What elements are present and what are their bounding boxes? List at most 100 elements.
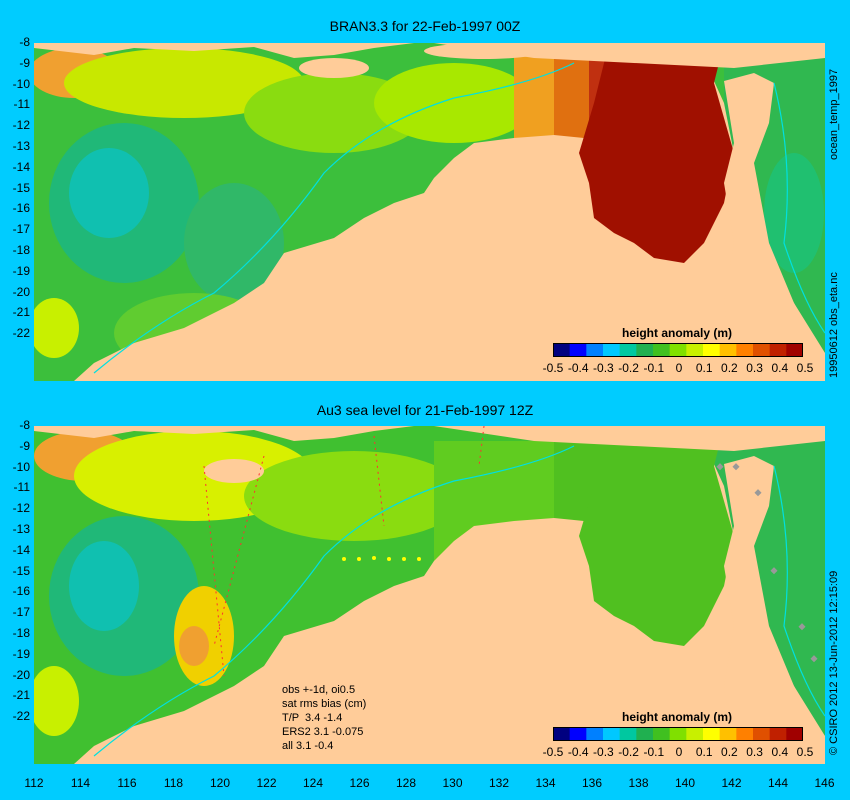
colorbar-swatch bbox=[603, 343, 621, 357]
colorbar-tick-label: 0 bbox=[675, 361, 683, 375]
lat-label: -14 bbox=[12, 542, 30, 557]
lon-label: 112 bbox=[24, 776, 44, 790]
lon-label: 122 bbox=[256, 776, 277, 790]
lat-label: -19 bbox=[12, 263, 30, 278]
colorbar-tick-label: 0.3 bbox=[746, 361, 763, 375]
colorbar-swatch bbox=[669, 727, 687, 741]
colorbar-swatch bbox=[653, 343, 671, 357]
colorbar-tick-label: 0 bbox=[675, 745, 683, 759]
lat-label: -17 bbox=[12, 222, 30, 237]
colorbar-tick-label: 0.4 bbox=[771, 745, 789, 759]
lon-label: 138 bbox=[628, 776, 649, 790]
cape-york bbox=[724, 456, 825, 764]
colorbar-swatch bbox=[569, 727, 587, 741]
colorbar-tick-label: 0.2 bbox=[721, 361, 738, 375]
lon-label: 144 bbox=[767, 776, 789, 790]
colorbar-tick-label: 0.2 bbox=[721, 745, 738, 759]
bottom-side-label: © CSIRO 2012 13-Jun-2012 12:15:09 bbox=[828, 570, 840, 755]
colorbar-swatch bbox=[586, 727, 604, 741]
colorbar-tick-label: -0.3 bbox=[593, 745, 614, 759]
lon-label: 132 bbox=[488, 776, 510, 790]
lat-label: -11 bbox=[13, 97, 30, 112]
cool-anomaly-west bbox=[69, 148, 149, 238]
lat-label: -20 bbox=[12, 667, 30, 682]
obs-points bbox=[342, 556, 421, 561]
note-line: sat rms bias (cm) bbox=[282, 698, 367, 710]
lat-label: -18 bbox=[12, 626, 30, 640]
lon-label: 128 bbox=[395, 776, 417, 790]
note-line: T/P 3.4 -1.4 bbox=[282, 712, 343, 724]
colorbar-tick-label: 0.5 bbox=[796, 361, 814, 375]
colorbar-swatch bbox=[719, 727, 737, 741]
note-line: obs +-1d, oi0.5 bbox=[282, 684, 356, 696]
shelf-contour bbox=[93, 62, 575, 374]
lon-label: 146 bbox=[814, 776, 835, 790]
lat-label: -19 bbox=[12, 646, 30, 661]
colorbar-swatch bbox=[619, 727, 637, 741]
lat-label: -11 bbox=[13, 480, 30, 495]
lat-label: -12 bbox=[12, 501, 30, 516]
top-map-title: BRAN3.3 for 22-Feb-1997 00Z bbox=[329, 18, 521, 34]
colorbar-swatch bbox=[786, 727, 803, 741]
lon-label: 118 bbox=[163, 776, 184, 790]
note-line: ERS2 3.1 -0.075 bbox=[282, 726, 364, 738]
colorbar-swatch bbox=[703, 727, 721, 741]
colorbar-swatch bbox=[669, 343, 687, 357]
lat-label: -21 bbox=[12, 305, 30, 320]
colorbar-tick-label: 0.3 bbox=[746, 745, 763, 759]
lat-label: -22 bbox=[12, 709, 30, 724]
lon-label: 120 bbox=[209, 776, 231, 790]
timor-islands bbox=[34, 426, 414, 441]
colorbar-swatch bbox=[769, 727, 787, 741]
colorbar-swatch bbox=[553, 727, 571, 741]
lat-label: -17 bbox=[12, 605, 30, 620]
colorbar-tick-label: -0.2 bbox=[618, 745, 639, 759]
timor-island bbox=[204, 459, 264, 483]
lat-label: -8 bbox=[19, 418, 30, 432]
gulf-water bbox=[579, 426, 734, 646]
colorbar-swatch bbox=[736, 727, 754, 741]
colorbar-tick-label: 0.1 bbox=[695, 361, 713, 375]
top-map bbox=[34, 43, 825, 381]
colorbar-tick-label: -0.5 bbox=[542, 745, 564, 759]
colorbar-swatch bbox=[686, 727, 704, 741]
colorbar-swatch bbox=[653, 727, 671, 741]
lat-label: -21 bbox=[12, 688, 30, 703]
bottom-map bbox=[34, 426, 825, 764]
new-guinea bbox=[434, 426, 825, 451]
colorbar-swatch bbox=[569, 343, 587, 357]
lat-label: -10 bbox=[12, 459, 30, 474]
colorbar-tick-label: 0.5 bbox=[796, 745, 814, 759]
lat-label: -9 bbox=[19, 55, 30, 70]
lon-label: 142 bbox=[721, 776, 742, 790]
cool-anomaly-west bbox=[69, 541, 139, 631]
bottom-colorbar-title: height anomaly (m) bbox=[621, 710, 732, 724]
colorbar-swatch bbox=[636, 343, 654, 357]
colorbar-swatch bbox=[786, 343, 803, 357]
lat-label: -18 bbox=[12, 243, 30, 257]
note-line: all 3.1 -0.4 bbox=[282, 740, 334, 752]
colorbar-tick-label: -0.3 bbox=[593, 361, 614, 375]
top-side-label-1: ocean_temp_1997 bbox=[828, 68, 840, 160]
top-side-label-2: 19950612 obs_eta.nc bbox=[828, 272, 840, 378]
lat-label: -13 bbox=[12, 139, 30, 153]
colorbar-tick-label: -0.1 bbox=[643, 361, 665, 375]
lon-label: 124 bbox=[302, 776, 324, 790]
colorbar-swatch bbox=[753, 727, 771, 741]
lon-label: 134 bbox=[535, 776, 556, 790]
lat-label: -12 bbox=[12, 118, 30, 133]
colorbar-swatch bbox=[686, 343, 704, 357]
colorbar-swatch bbox=[753, 343, 771, 357]
lon-label: 114 bbox=[70, 776, 91, 790]
colorbar-swatch bbox=[736, 343, 754, 357]
colorbar-swatch bbox=[769, 343, 787, 357]
timor-islands bbox=[34, 43, 414, 58]
colorbar-swatch bbox=[719, 343, 737, 357]
lon-label: 140 bbox=[674, 776, 696, 790]
cape-york bbox=[724, 73, 825, 381]
lat-label: -20 bbox=[12, 284, 30, 299]
tide-gauge-points bbox=[716, 463, 818, 663]
new-guinea bbox=[434, 43, 825, 68]
lat-label: -15 bbox=[12, 180, 30, 195]
lon-label: 130 bbox=[442, 776, 463, 790]
